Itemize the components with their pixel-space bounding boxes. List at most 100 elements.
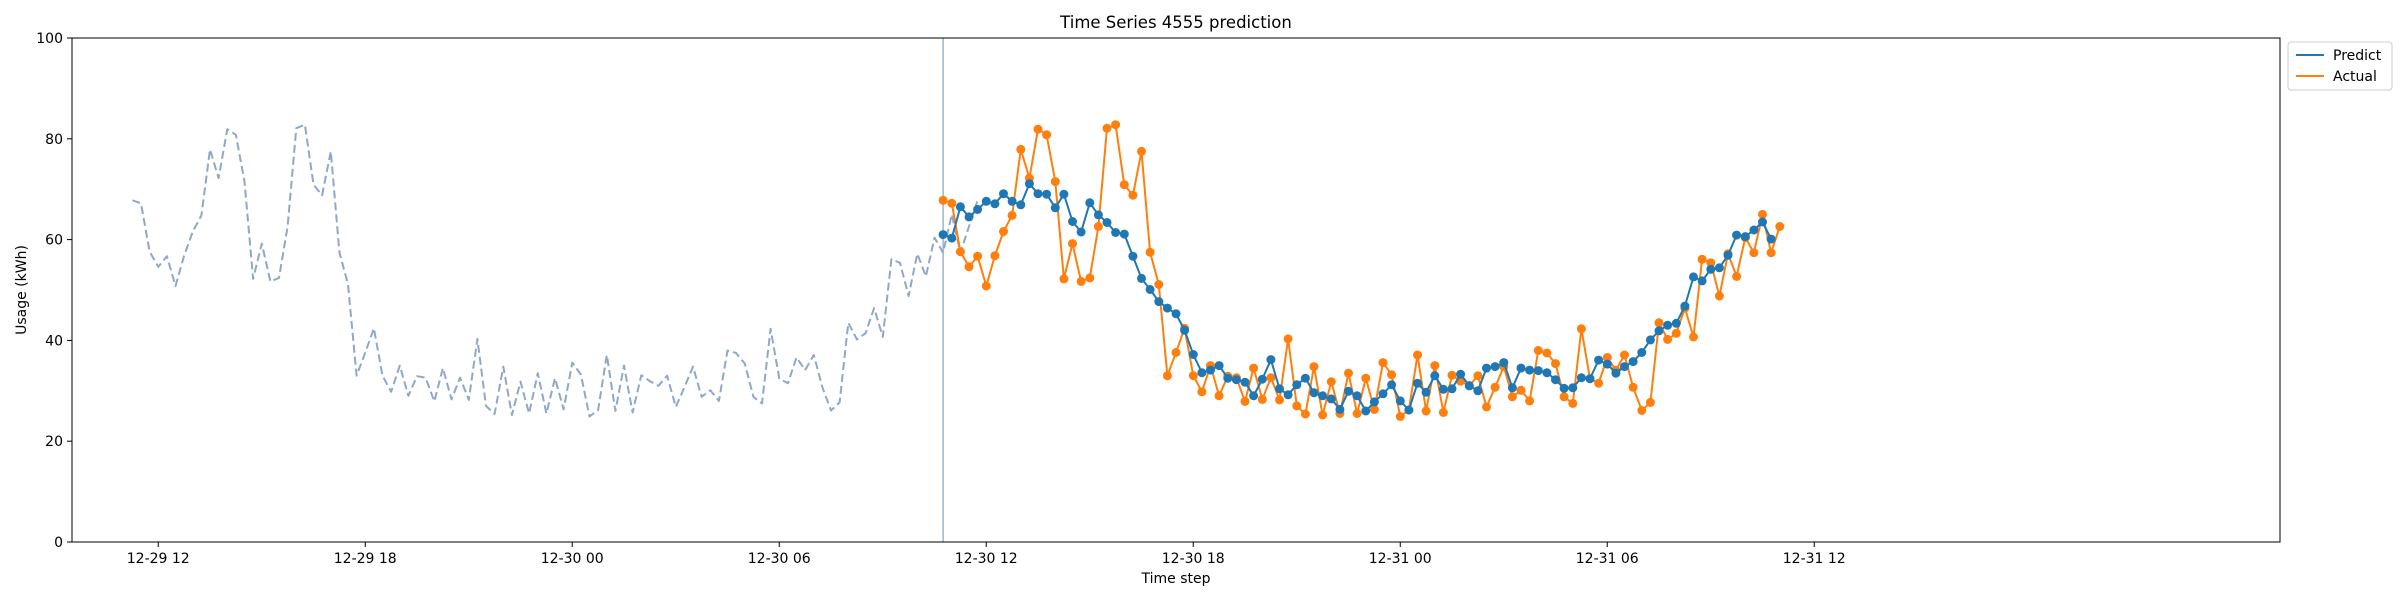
predict-point [1292,380,1302,390]
y-tick-label: 20 [45,434,63,450]
y-tick-label: 100 [36,31,63,47]
predict-point [1050,203,1060,213]
predict-point [1016,200,1026,210]
actual-point [1482,402,1491,412]
predict-point [1430,371,1440,381]
predict-point [1300,373,1310,383]
predict-point [1464,381,1474,391]
predict-point [1482,363,1491,373]
predict-point [1206,365,1215,375]
actual-point [1559,392,1569,402]
x-tick-label: 12-30 06 [748,551,811,567]
predict-point [1188,350,1198,359]
actual-point [1266,373,1276,383]
chart-title: Time Series 4555 prediction [1059,13,1292,32]
predict-point [1378,389,1388,399]
actual-point [1119,180,1129,190]
legend: Predict Actual [2287,41,2393,91]
actual-point [1430,361,1440,371]
predict-point [1283,390,1293,400]
predict-point [1404,405,1414,415]
predict-point [1413,378,1422,388]
predict-point [1499,358,1509,368]
actual-point [1309,362,1319,372]
predict-point [1309,388,1319,398]
actual-point [1214,391,1224,401]
predict-point [1266,355,1276,365]
predict-point [1145,285,1155,294]
predict-point [1180,325,1190,335]
predict-point [1344,386,1353,396]
actual-point [1240,396,1250,406]
predict-point [1507,383,1517,393]
actual-point [1697,254,1707,264]
y-tick-label: 60 [45,233,63,249]
x-tick-label: 12-30 18 [1162,551,1225,567]
predict-point [1197,368,1207,378]
actual-point [1059,274,1069,284]
predict-point [1111,228,1121,237]
actual-point [990,251,1000,261]
actual-point [1594,378,1604,388]
predict-point [938,230,948,240]
x-tick-label: 12-31 00 [1369,551,1432,567]
predict-point [1395,396,1405,406]
predict-point [1697,276,1707,286]
y-axis: 0 20 40 60 80 100 [36,31,72,551]
y-tick-label: 0 [54,535,63,551]
actual-point [1197,387,1207,397]
x-tick-label: 12-30 00 [541,551,604,567]
x-axis: 12-29 12 12-29 18 12-30 00 12-30 06 12-30 12… [127,542,1846,567]
predict-point [1223,373,1233,383]
predict-point [1740,232,1750,242]
predict-point [1128,251,1138,261]
predict-point [1352,391,1362,401]
predict-point [1007,196,1017,206]
predict-point [1602,359,1612,369]
actual-point [1344,368,1353,378]
actual-point [1516,385,1526,395]
actual-point [1050,177,1060,187]
actual-point [1421,406,1431,416]
predict-point [1059,189,1069,199]
actual-point [938,195,948,205]
predict-point [1119,229,1129,239]
predict-point [1361,406,1371,416]
actual-point [1292,401,1302,411]
actual-point [1326,377,1336,387]
predict-point [1654,326,1664,336]
predict-point [1162,303,1172,313]
actual-point [1758,209,1767,219]
actual-point [1775,222,1785,231]
actual-point [1188,371,1198,381]
predict-point [1249,391,1259,401]
predict-point [1042,189,1052,199]
predict-point [1611,368,1621,378]
actual-point [1145,247,1155,257]
y-tick-label: 40 [45,333,63,349]
actual-point [1007,210,1017,220]
predict-point [1628,357,1638,367]
actual-point [1378,358,1388,368]
actual-point [947,198,957,208]
predict-point [1456,369,1466,379]
predict-point [1335,404,1345,414]
actual-point [1275,395,1284,405]
actual-point [1507,392,1517,402]
predict-point [1137,273,1146,283]
actual-point [1628,382,1638,392]
x-tick-label: 12-31 12 [1783,551,1846,567]
x-tick-label: 12-31 06 [1576,551,1639,567]
predict-point [1732,230,1742,240]
actual-point [1016,144,1026,154]
actual-point [1645,397,1655,407]
actual-point [1447,370,1457,380]
actual-point [1766,248,1776,258]
predict-point [1758,217,1767,227]
predict-point [1275,384,1284,394]
actual-point [955,247,965,257]
predict-point [1473,386,1483,396]
y-tick-label: 80 [45,132,63,148]
actual-point [1542,348,1552,358]
actual-point [1533,346,1543,355]
